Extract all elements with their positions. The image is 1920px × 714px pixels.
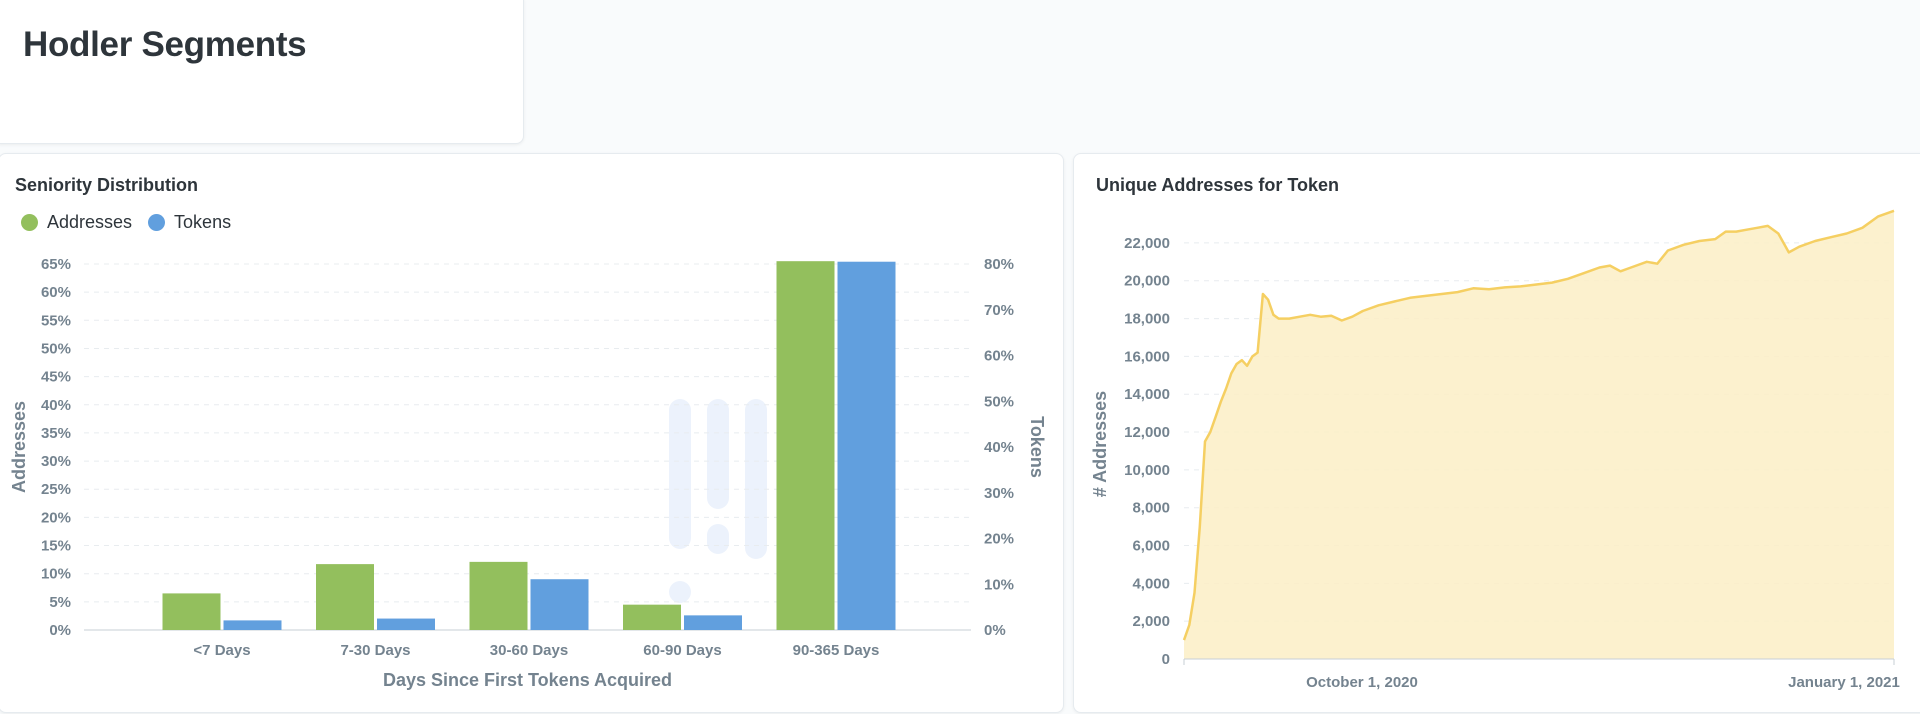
y-tick-label: 14,000 [1124,386,1170,403]
unique-addresses-card: Unique Addresses for Token 0 2,000 4,000 6,… [1073,153,1920,713]
y2-tick-label: 0% [984,622,1006,639]
y-tick-label: 30% [41,453,71,470]
y-tick-label: 22,000 [1124,235,1170,252]
x-tick-label: January 1, 2021 [1788,674,1900,691]
y-tick-label: 55% [41,312,71,329]
x-tick-label: <7 Days [193,642,250,659]
y-tick-label: 0% [49,622,71,639]
y-tick-label: 16,000 [1124,348,1170,365]
y2-tick-label: 50% [984,393,1014,410]
y-tick-label: 10% [41,566,71,583]
bar-chart-legend: Addresses Tokens [21,212,231,233]
page-title: Hodler Segments [23,25,307,64]
y-tick-label: 25% [41,481,71,498]
bar-chart-svg: 0% 5% 10% 15% 20% 25% 30% 35% 40% 45% 50% 55% 60% 65%… [9,256,1047,690]
x-tick-label: 7-30 Days [340,642,410,659]
y-tick-label: 10,000 [1124,462,1170,479]
legend-dot-addresses [21,214,38,231]
y-tick-label: 15% [41,538,71,555]
y-tick-label: 8,000 [1132,500,1170,517]
area-chart-svg: 0 2,000 4,000 6,000 8,000 10,000 12,000 14,000 1… [1090,209,1900,691]
y2-tick-label: 80% [984,256,1014,273]
y2-axis-title: Tokens [1027,416,1047,478]
area-line [1182,209,1895,641]
legend-dot-tokens [148,214,166,231]
y2-tick-label: 30% [984,485,1014,502]
y-tick-label: 5% [49,594,71,611]
x-tick-label: 60-90 Days [643,642,721,659]
y-tick-label: 40% [41,397,71,414]
seniority-distribution-card: Seniority Distribution Addresses Tokens … [0,153,1064,713]
y-tick-label: 20,000 [1124,273,1170,290]
legend-item-tokens[interactable]: Tokens [148,212,231,233]
y2-tick-label: 60% [984,348,1014,365]
y-tick-label: 12,000 [1124,424,1170,441]
bar-tokens [684,615,742,630]
x-tick-label: October 1, 2020 [1306,674,1418,691]
bar-addresses [316,564,374,630]
y2-tick-label: 40% [984,439,1014,456]
y-axis-title: # Addresses [1090,391,1110,497]
y-tick-label: 4,000 [1132,575,1170,592]
bar-chart-title: Seniority Distribution [15,175,199,195]
x-tick-label: 90-365 Days [793,642,880,659]
y2-tick-label: 10% [984,576,1014,593]
bar-tokens [837,261,896,630]
legend-label-tokens: Tokens [174,212,232,232]
y-tick-label: 20% [41,509,71,526]
area-chart-title: Unique Addresses for Token [1096,175,1340,195]
y-tick-label: 60% [41,284,71,301]
y-tick-label: 35% [41,425,71,442]
y-tick-label: 6,000 [1132,538,1170,555]
y-tick-label: 2,000 [1132,613,1170,630]
bar-tokens [530,579,589,630]
y2-tick-label: 20% [984,531,1014,548]
x-axis-title: Days Since First Tokens Acquired [383,670,672,690]
y-tick-label: 0 [1162,651,1170,668]
bar-addresses [469,561,528,630]
x-tick-label: 30-60 Days [490,642,568,659]
area-fill [1184,210,1894,660]
y-tick-label: 65% [41,256,71,273]
legend-item-addresses[interactable]: Addresses [21,212,132,233]
bar-addresses [162,593,221,630]
legend-label-addresses: Addresses [47,212,133,232]
bar-addresses [776,261,835,630]
y-axis-title: Addresses [9,401,29,493]
y-tick-label: 45% [41,369,71,386]
bar-tokens [223,620,282,630]
bar-addresses [623,604,681,630]
header-card: Hodler Segments [0,0,524,144]
y2-tick-label: 70% [984,302,1014,319]
y-tick-label: 18,000 [1124,311,1170,328]
bar-tokens [377,618,435,630]
y-tick-label: 50% [41,340,71,357]
